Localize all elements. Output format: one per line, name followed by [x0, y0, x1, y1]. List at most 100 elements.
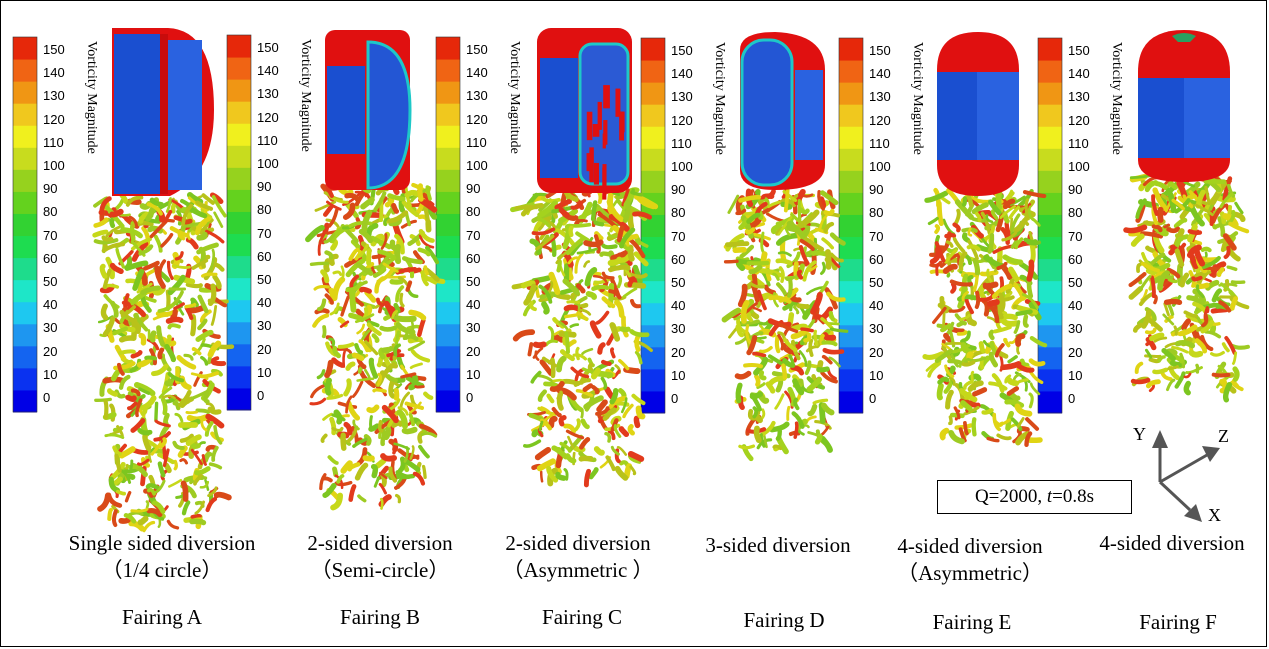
vortex-tube: [404, 401, 424, 410]
vortex-tube: [184, 306, 194, 320]
vortex-tube: [364, 289, 377, 303]
vortex-tube: [753, 425, 762, 444]
colorbar-segment: [1038, 82, 1062, 105]
vortex-tube: [988, 329, 995, 341]
vortex-tube: [1222, 233, 1237, 251]
vortex-tube: [355, 262, 374, 276]
vortex-tube: [1177, 195, 1188, 205]
vortex-tube: [363, 307, 369, 319]
vortex-tube: [327, 208, 339, 228]
colorbar-segment: [839, 148, 863, 171]
vortex-tube: [745, 417, 756, 436]
vortex-tube: [1167, 365, 1179, 371]
colorbar-segment: [641, 60, 665, 83]
vortex-tube: [382, 262, 399, 273]
vortex-tube: [520, 280, 536, 289]
vortex-tube: [208, 462, 223, 470]
vortex-tube: [786, 405, 791, 421]
colorbar-tick-label: 100: [257, 156, 279, 171]
vortex-tube: [137, 458, 150, 466]
vortex-tube: [574, 219, 588, 226]
vortex-tube: [797, 199, 802, 222]
vortex-tube: [576, 311, 588, 321]
vortex-tube: [966, 356, 987, 363]
vortex-tube: [355, 308, 371, 323]
vortex-tube: [1223, 245, 1231, 259]
vortex-tube: [350, 239, 368, 262]
vortex-tube: [144, 355, 157, 361]
vortex-tube: [1002, 290, 1013, 299]
vortex-tube: [185, 282, 203, 289]
vortex-tube: [1204, 330, 1222, 339]
colorbar-tick-label: 150: [1068, 43, 1090, 58]
vortex-tube: [1174, 371, 1186, 389]
vortex-tube: [378, 347, 386, 360]
colorbar-tick-label: 150: [671, 43, 693, 58]
vortex-tube: [322, 412, 333, 421]
vortex-tube: [167, 323, 181, 330]
vortex-tube: [585, 291, 597, 300]
colorbar-segment: [13, 81, 37, 104]
vortex-tube: [798, 245, 810, 266]
vortex-tube: [605, 455, 616, 472]
vortex-tube: [1188, 349, 1204, 358]
vortex-tube: [1218, 300, 1232, 313]
vortex-tube: [802, 260, 817, 282]
colorbar-tick-label: 80: [257, 202, 272, 218]
vortex-wake: [721, 188, 849, 462]
colorbar-segment: [227, 343, 251, 367]
vortex-tube: [619, 326, 631, 333]
vortex-tube: [1187, 229, 1203, 235]
vortex-tube: [777, 216, 793, 236]
colorbar-segment: [1038, 104, 1062, 127]
vortex-tube: [797, 428, 805, 436]
vortex-tube: [140, 285, 161, 295]
colorbar-tick-label: 100: [671, 159, 693, 174]
vortex-tube: [356, 377, 375, 382]
vortex-tube: [145, 483, 161, 491]
vortex-tube: [1147, 252, 1166, 268]
colorbar-segment: [641, 104, 665, 127]
vortex-tube: [1200, 319, 1214, 334]
vortex-tube: [211, 195, 227, 218]
vortex-tube: [575, 346, 580, 361]
vortex-tube: [1027, 205, 1035, 221]
vortex-tube: [724, 241, 750, 248]
colorbar-tick-label: 90: [257, 179, 272, 195]
vortex-tube: [130, 350, 143, 359]
vortex-tube: [177, 231, 186, 241]
vortex-tube: [556, 390, 564, 401]
vortex-tube: [944, 364, 955, 378]
vortex-tube: [1000, 418, 1011, 426]
vortex-tube: [342, 202, 356, 220]
vortex-tube: [775, 258, 793, 266]
fairing-face-right: [795, 70, 823, 160]
vortex-tube: [821, 237, 834, 250]
vortex-tube: [1200, 334, 1214, 352]
vortex-tube: [149, 330, 157, 343]
vortex-tube: [123, 513, 137, 524]
vorticity-streak: [603, 85, 610, 109]
vortex-tube: [383, 217, 390, 227]
caption-e: 4-sided diversion （Asymmetric）: [880, 533, 1060, 587]
vortex-tube: [770, 224, 782, 235]
vortex-tube: [408, 413, 415, 427]
vortex-tube: [167, 371, 185, 383]
vortex-tube: [777, 251, 792, 257]
vortex-tube: [790, 323, 809, 332]
vortex-tube: [829, 232, 846, 246]
vortex-tube: [630, 190, 644, 197]
vortex-tube: [324, 377, 332, 396]
vortex-tube: [368, 423, 380, 432]
vortex-tube: [1002, 254, 1024, 265]
vortex-tube: [609, 388, 619, 405]
vortex-tube: [190, 314, 197, 337]
vortex-tube: [564, 331, 570, 354]
vortex-tube: [593, 446, 605, 456]
vortex-tube: [130, 507, 149, 513]
vortex-tube: [157, 461, 166, 478]
colorbar-tick-label: 120: [466, 111, 488, 127]
vortex-tube: [952, 237, 966, 254]
colorbar-segment: [641, 214, 665, 238]
vortex-tube: [328, 337, 336, 347]
